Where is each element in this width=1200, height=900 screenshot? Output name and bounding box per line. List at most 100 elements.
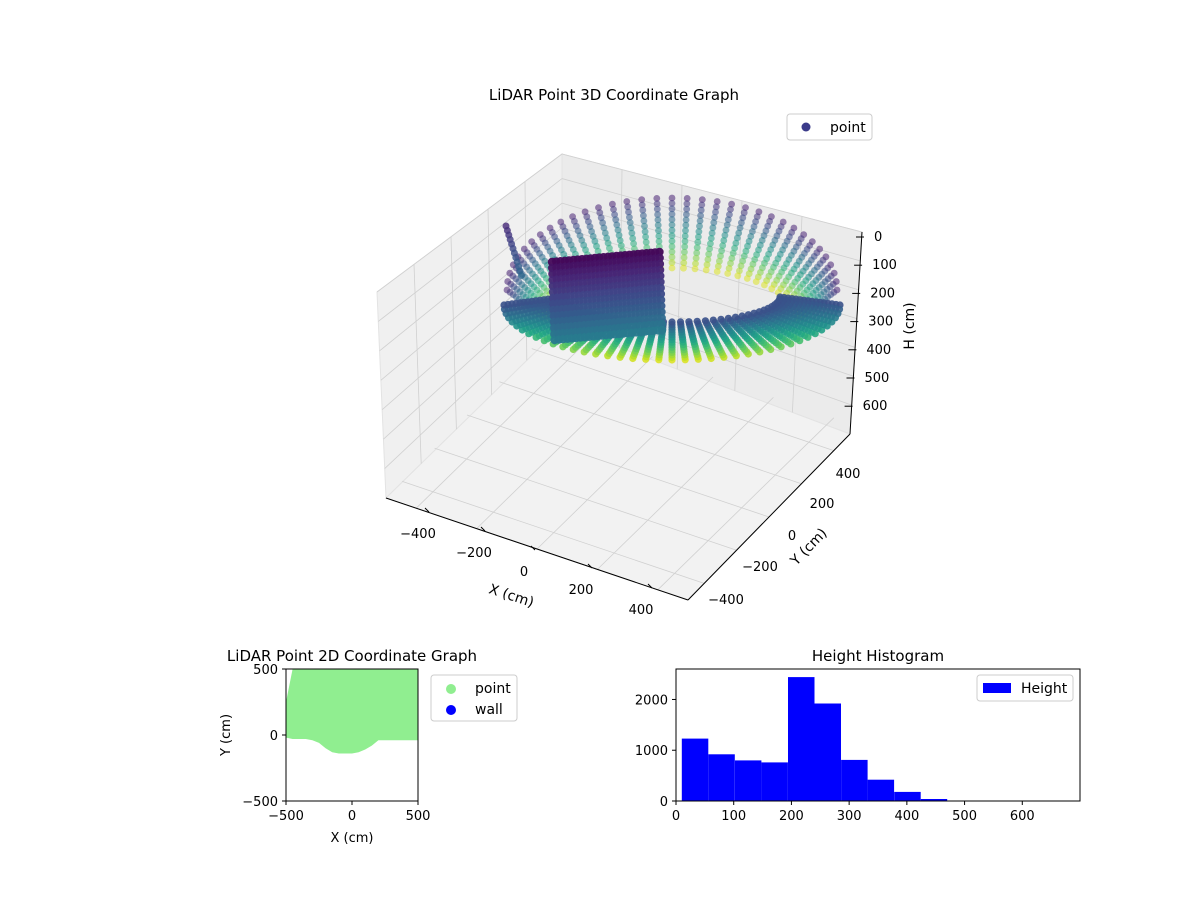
plot3d-point <box>642 238 650 246</box>
histogram-legend-box <box>976 674 1074 702</box>
plot3d-y-tick-label: −400 <box>708 593 744 608</box>
plot3d-point <box>609 200 616 208</box>
plot3d-point <box>656 277 665 287</box>
plot3d-point <box>692 260 699 267</box>
plot3d: LiDAR Point 3D Coordinate Graph −400 −200… <box>376 86 918 618</box>
plot3d-point <box>695 228 703 236</box>
plot3d-title: LiDAR Point 3D Coordinate Graph <box>489 86 739 104</box>
plot3d-point <box>721 231 729 239</box>
plot3d-x-axis-line <box>385 497 689 601</box>
plot3d-point <box>719 242 727 250</box>
plot3d-point <box>750 309 758 317</box>
plot3d-point <box>693 249 701 257</box>
histogram-legend-swatch <box>983 683 1011 693</box>
plot3d-point <box>697 212 704 220</box>
plot3d-point <box>682 221 690 229</box>
plot3d-point <box>685 318 693 326</box>
plot3d-point <box>624 203 632 211</box>
plot3d-point <box>761 281 768 289</box>
plot3d-point <box>615 231 623 239</box>
plot3d-point <box>729 249 737 257</box>
plot3d-point <box>736 224 744 232</box>
plot3d-legend-box <box>786 113 873 141</box>
histogram-bar <box>708 754 735 801</box>
plot3d-point <box>668 221 676 229</box>
plot3d-point <box>612 216 620 224</box>
plot3d-point <box>517 272 525 279</box>
plot3d-gridline <box>487 209 492 395</box>
plot3d-point <box>655 259 665 269</box>
plot3d-point <box>640 217 648 225</box>
plot3d-ticks: −400−2000200400−400−20002004000100200300… <box>400 230 897 618</box>
plot3d-point <box>722 226 730 234</box>
plot3d-gridline <box>381 251 563 411</box>
plot3d-point <box>613 221 621 229</box>
plot3d-point <box>668 248 676 256</box>
plot3d-point <box>717 252 724 260</box>
plot3d-point <box>656 271 665 281</box>
plot3d-point <box>693 244 701 252</box>
plot3d-point <box>656 283 665 293</box>
plot3d-point <box>639 206 647 214</box>
plot3d-point <box>698 196 706 204</box>
plot2d-ylabel: Y (cm) <box>219 714 234 757</box>
plot3d-point <box>683 200 691 208</box>
plot3d-point <box>733 234 741 242</box>
plot3d-point <box>683 205 691 213</box>
plot3d-point <box>668 232 676 240</box>
plot3d-gridline <box>380 227 563 381</box>
plot3d-point-cloud <box>500 194 844 364</box>
plot3d-point <box>718 247 725 255</box>
histogram-bar <box>734 760 762 801</box>
plot3d-point <box>692 254 700 262</box>
plot3d-point <box>691 265 699 273</box>
plot3d-point <box>654 216 662 224</box>
plot3d-gridline <box>376 153 563 293</box>
histogram-title: Height Histogram <box>812 647 944 665</box>
plot3d-point <box>720 237 728 244</box>
plot3d-point <box>638 201 646 209</box>
plot3d-point <box>655 232 663 240</box>
plot3d-point <box>596 209 604 217</box>
plot3d-point <box>683 211 690 218</box>
histogram-ticks: 0 100 200 300 400 500 600 0 1000 2000 <box>635 693 1035 824</box>
plot3d-zlabel: H (cm) <box>902 302 918 349</box>
plot3d-point <box>628 229 636 237</box>
plot3d-point <box>696 217 704 225</box>
plot2d-x-tick-label: 500 <box>406 809 431 824</box>
plot3d-point <box>641 228 649 236</box>
plot3d-point <box>653 195 661 202</box>
plot3d-point <box>625 208 632 216</box>
plot3d-point <box>728 200 735 208</box>
histogram-x-tick-label: 0 <box>672 809 680 824</box>
plot3d-point <box>680 259 688 267</box>
plot3d-point <box>727 206 734 213</box>
plot3d-point <box>693 317 701 325</box>
plot2d-xlabel: X (cm) <box>331 831 374 846</box>
plot3d-point <box>668 264 676 272</box>
plot3d-x-tick <box>587 563 593 569</box>
plot3d-x-tick-label: 0 <box>520 565 528 580</box>
plot3d-point <box>706 245 713 253</box>
histogram-x-tick-label: 400 <box>894 809 919 824</box>
plot3d-point <box>655 265 665 275</box>
plot3d-point <box>701 317 710 325</box>
plot3d-gridline <box>597 397 774 570</box>
plot3d-gridline <box>379 202 563 352</box>
plot3d-point <box>683 195 691 202</box>
plot3d-point <box>655 247 664 257</box>
plot3d-point <box>616 237 624 244</box>
plot3d-gridline <box>536 376 714 550</box>
plot3d-point <box>703 261 711 269</box>
plot3d-point <box>768 285 776 293</box>
plot3d-point <box>708 229 716 237</box>
plot3d-x-tick <box>530 545 536 551</box>
histogram-bar <box>894 791 921 801</box>
plot3d-point <box>681 238 689 245</box>
plot3d-gridline <box>378 178 563 322</box>
plot3d-point <box>710 219 718 227</box>
plot3d-xlabel: X (cm) <box>487 581 536 611</box>
plot3d-point <box>638 196 646 204</box>
plot3d-point <box>717 315 725 323</box>
